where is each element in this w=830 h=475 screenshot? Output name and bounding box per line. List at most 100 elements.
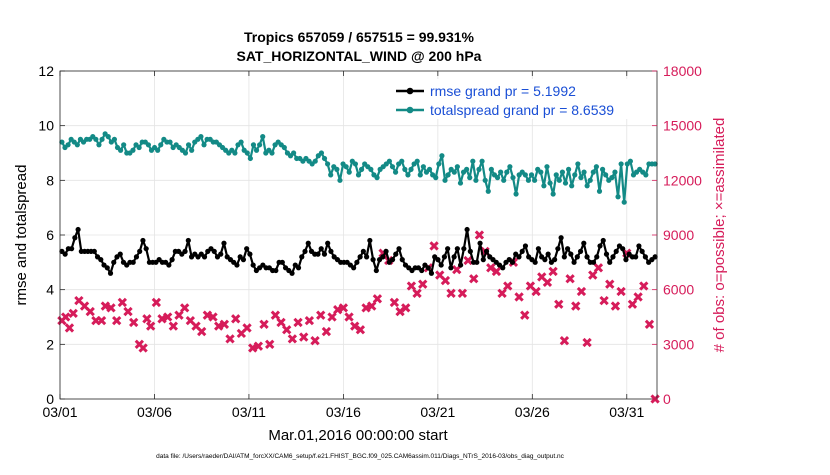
obs-point [163,312,173,322]
spread-point [609,175,615,181]
rmse-point [480,257,486,263]
spread-point [117,147,124,153]
obs-point-stroke-b [123,306,133,317]
rmse-point [552,257,558,263]
obs-point [576,286,587,297]
y-axis-label-right: # of obs: o=possible; ×=assimilated [711,118,728,353]
rmse-point [273,267,279,274]
obs-point-stroke-b [157,314,167,324]
obs-point-stroke-b [79,301,90,311]
spread-point [74,142,80,148]
obs-point [599,295,609,306]
spread-point [328,172,334,178]
obs-point [616,286,626,297]
obs-point-stroke-b [554,299,564,309]
obs-point-stroke-b [202,310,213,320]
spread-point [111,136,118,142]
rmse-point [221,240,227,246]
rmse-point [399,257,405,263]
obs-point-stroke-b [355,325,366,335]
obs-point-stroke-b [293,317,303,328]
spread-point [479,158,485,164]
rmse-point [564,246,571,252]
rmse-point [321,251,328,257]
rmse-point [428,270,435,276]
rmse-point [234,262,240,268]
spread-point [436,161,442,167]
y-tick-label-left: 12 [38,63,54,79]
spread-point [578,175,584,181]
y-tick-label-right: 9000 [663,227,694,243]
rmse-point [571,259,577,265]
spread-point [167,139,173,145]
obs-point-stroke-b [242,323,252,333]
rmse-point [623,257,629,263]
spread-point [513,191,519,197]
rmse-point [289,270,295,276]
y-tick-label-right: 18000 [663,63,702,79]
spread-point [414,158,420,164]
obs-point-stroke-b [112,315,122,326]
spread-point [185,142,192,148]
spread-point [389,164,396,170]
rmse-point [370,257,376,263]
obs-point-stroke-b [134,339,145,349]
spread-layer [59,131,658,205]
y-tick-label-right: 6000 [663,282,694,298]
spread-point [257,142,263,148]
obs-point-stroke-b [197,326,207,337]
rmse-point [594,254,600,260]
obs-point-stroke-b [639,281,649,291]
obs-point-stroke-b [474,230,485,240]
rmse-point [107,270,114,276]
x-tick-label: 03/26 [515,404,550,420]
obs-point [627,299,638,309]
rmse-point [137,248,143,254]
obs-point [406,281,417,291]
rmse-point [477,240,483,246]
spread-point [553,172,559,178]
rmse-point [419,267,425,274]
obs-point [474,230,485,240]
obs-point-stroke-b [588,270,598,280]
rmse-point [373,267,379,274]
spread-point [501,177,507,183]
obs-point-stroke-b [310,336,320,346]
rmse-point [610,254,616,260]
chart-title-line1: Tropics 657059 / 657515 = 99.931% [244,29,475,45]
rmse-point [62,251,68,257]
y-tick-label-left: 4 [46,282,54,298]
spread-point [525,177,532,183]
obs-point [412,288,422,298]
spread-point [368,166,374,172]
obs-point [293,317,303,328]
spread-point [59,139,65,145]
obs-point [605,279,615,289]
obs-point [61,312,71,322]
rmse-point [509,259,516,265]
obs-point-stroke-b [565,274,575,284]
spread-point [599,166,606,172]
obs-point [242,323,252,333]
spread-point [312,158,318,164]
obs-point-stroke-b [406,281,417,291]
obs-point [310,336,320,346]
spread-point [504,169,510,175]
spread-point [355,172,362,178]
obs-point-stroke-b [68,308,78,319]
spread-point [405,172,411,178]
rmse-point [169,257,175,263]
spread-point [386,158,392,164]
obs-point-stroke-b [520,310,530,320]
y-axis-label-left: rmse and totalspread [13,165,30,306]
rmse-point [182,248,188,254]
spread-point [253,147,260,153]
rmse-point [299,254,305,260]
obs-point [497,288,507,298]
obs-point [514,292,524,302]
obs-point-stroke-b [418,279,428,289]
spread-point [433,175,439,181]
rmse-point [250,262,256,268]
spread-point [250,142,257,148]
